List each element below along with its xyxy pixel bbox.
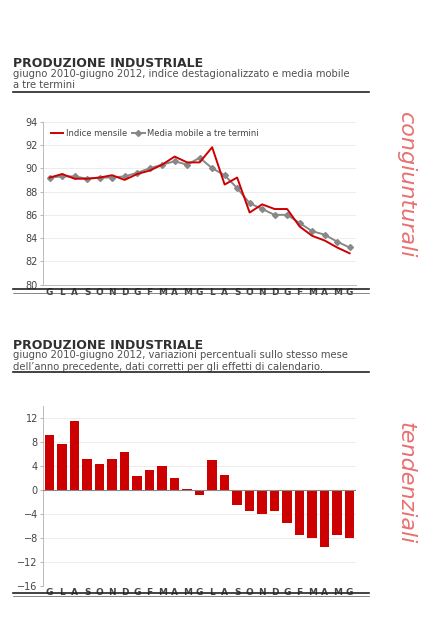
- Bar: [295, 490, 304, 535]
- Bar: [220, 475, 229, 490]
- Legend: Indice mensile, Media mobile a tre termini: Indice mensile, Media mobile a tre termi…: [48, 126, 262, 141]
- Bar: [82, 459, 92, 490]
- Bar: [245, 490, 254, 511]
- Bar: [158, 466, 167, 490]
- Bar: [283, 490, 292, 523]
- Text: congiunturali: congiunturali: [396, 113, 416, 259]
- Bar: [207, 460, 217, 490]
- Bar: [345, 490, 354, 538]
- Text: PRODUZIONE INDUSTRIALE: PRODUZIONE INDUSTRIALE: [13, 339, 203, 352]
- Bar: [95, 465, 104, 490]
- Text: tendenziali: tendenziali: [396, 422, 416, 545]
- Bar: [145, 470, 155, 490]
- Bar: [108, 459, 117, 490]
- Bar: [132, 476, 142, 490]
- Bar: [270, 490, 279, 511]
- Text: giugno 2010-giugno 2012, indice destagionalizzato e media mobile
a tre termini: giugno 2010-giugno 2012, indice destagio…: [13, 68, 350, 90]
- Text: PRODUZIONE INDUSTRIALE: PRODUZIONE INDUSTRIALE: [13, 57, 203, 70]
- Bar: [332, 490, 342, 535]
- Bar: [320, 490, 329, 547]
- Bar: [120, 452, 129, 490]
- Bar: [182, 489, 192, 490]
- Bar: [170, 478, 179, 490]
- Bar: [45, 435, 54, 490]
- Bar: [195, 490, 204, 495]
- Bar: [233, 490, 242, 505]
- Bar: [257, 490, 267, 514]
- Bar: [307, 490, 317, 538]
- Bar: [57, 444, 67, 490]
- Bar: [70, 420, 79, 490]
- Text: giugno 2010-giugno 2012, variazioni percentuali sullo stesso mese
dell’anno prec: giugno 2010-giugno 2012, variazioni perc…: [13, 350, 348, 372]
